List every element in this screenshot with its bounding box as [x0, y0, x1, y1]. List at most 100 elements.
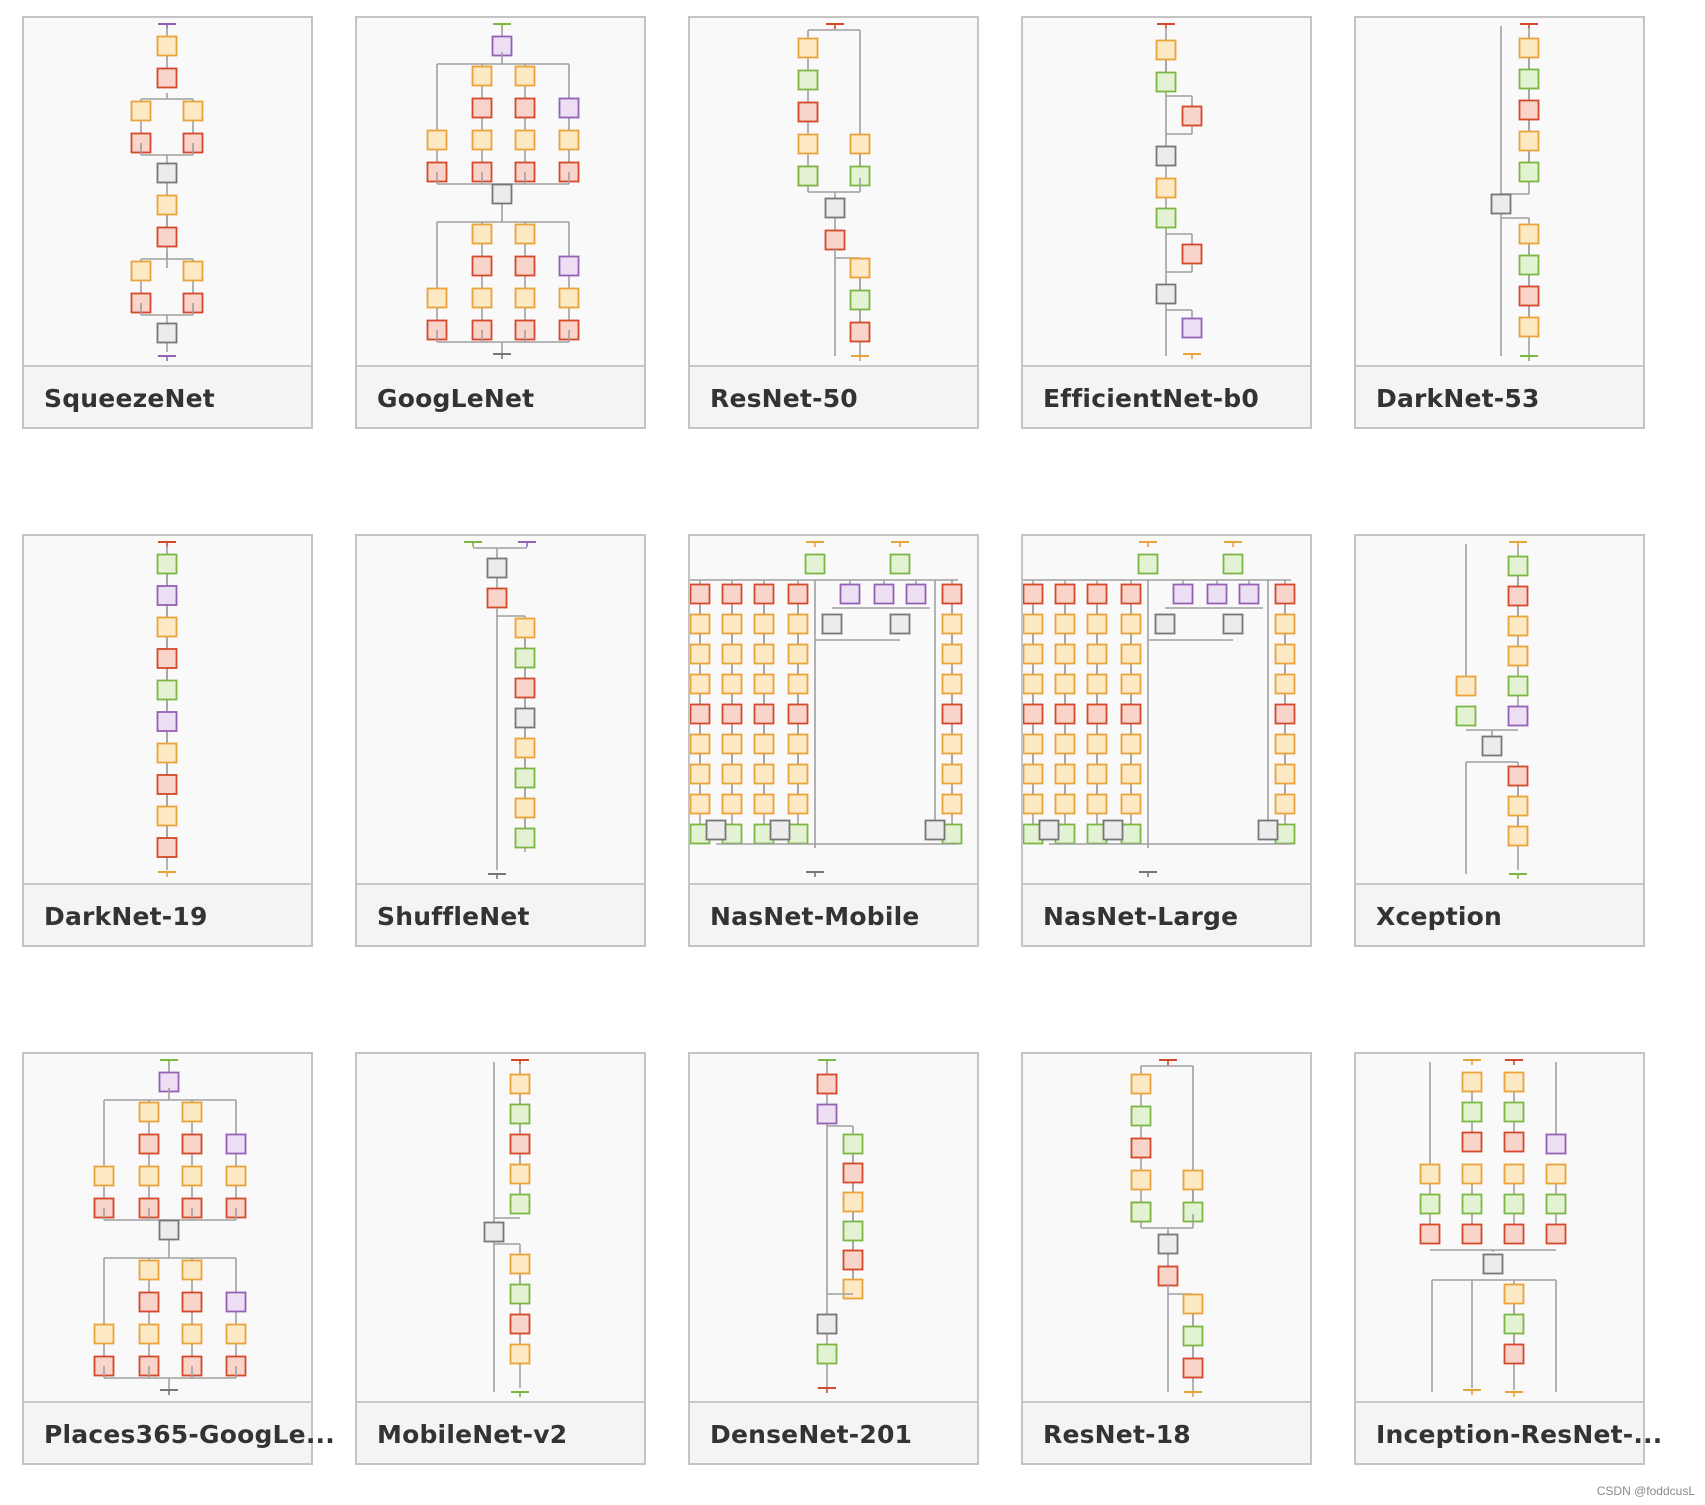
layer-node [156, 585, 178, 606]
model-card-densenet-201[interactable]: DenseNet-201 [688, 1052, 979, 1465]
layer-node [690, 703, 711, 725]
layer-node [1182, 1357, 1204, 1379]
card-caption: DenseNet-201 [690, 1403, 977, 1463]
layer-node [1503, 1193, 1525, 1215]
layer-node [816, 1343, 838, 1365]
layer-node [1155, 145, 1177, 167]
layer-node [873, 583, 895, 605]
layer-node [1102, 819, 1124, 841]
layer-node [1518, 37, 1540, 59]
layer-node [138, 1291, 160, 1313]
layer-node [1518, 99, 1540, 121]
watermark: CSDN @foddcusL [1596, 1484, 1695, 1498]
layer-node [753, 613, 775, 635]
layer-node [797, 165, 819, 187]
network-diagram [357, 536, 644, 885]
model-card-darknet-19[interactable]: DarkNet-19 [22, 534, 313, 947]
layer-node [1461, 1193, 1483, 1215]
layer-node [941, 733, 963, 755]
model-card-googlenet[interactable]: GoogLeNet [355, 16, 646, 429]
model-name: NasNet-Mobile [710, 902, 920, 931]
layer-node [1503, 1163, 1525, 1185]
layer-node [1155, 177, 1177, 199]
layer-node [1507, 705, 1529, 727]
layer-node [156, 162, 178, 184]
layer-node [1222, 613, 1244, 635]
layer-node [156, 805, 178, 827]
layer-node [558, 97, 580, 119]
layer-node [1023, 673, 1044, 695]
layer-node [1023, 643, 1044, 665]
layer-node [483, 1221, 505, 1243]
layer-node [941, 703, 963, 725]
layer-node [509, 1343, 531, 1365]
layer-node [1461, 1163, 1483, 1185]
model-name: ShuffleNet [377, 902, 530, 931]
layer-node [1461, 1101, 1483, 1123]
layer-node [181, 1323, 203, 1345]
model-card-darknet-53[interactable]: DarkNet-53 [1354, 16, 1645, 429]
layer-node [1518, 161, 1540, 183]
layer-node [1545, 1133, 1567, 1155]
diagram-svg [464, 541, 536, 879]
layer-node [787, 703, 809, 725]
network-diagram [690, 536, 977, 885]
layer-node [130, 100, 152, 122]
model-card-squeezenet[interactable]: SqueezeNet [22, 16, 313, 429]
layer-node [1120, 733, 1142, 755]
layer-node [1038, 819, 1060, 841]
model-card-inception-resnet[interactable]: Inception-ResNet-... [1354, 1052, 1662, 1465]
model-card-resnet-18[interactable]: ResNet-18 [1021, 1052, 1312, 1465]
diagram-svg [93, 1059, 247, 1395]
model-card-resnet-50[interactable]: ResNet-50 [688, 16, 979, 429]
layer-node [721, 793, 743, 815]
layer-node [509, 1163, 531, 1185]
card-caption: ShuffleNet [357, 885, 644, 945]
layer-node [1023, 793, 1044, 815]
layer-node [721, 703, 743, 725]
layer-node [849, 257, 871, 279]
layer-node [787, 643, 809, 665]
layer-node [130, 260, 152, 282]
layer-node [1274, 733, 1296, 755]
model-name: DenseNet-201 [710, 1420, 913, 1449]
diagram-svg [1490, 23, 1540, 361]
layer-node [514, 255, 536, 277]
card-caption: Places365-GoogLe... [24, 1403, 335, 1463]
layer-node [1507, 765, 1529, 787]
model-card-shufflenet[interactable]: ShuffleNet [355, 534, 646, 947]
layer-node [1130, 1137, 1152, 1159]
layer-node [924, 819, 946, 841]
model-name: NasNet-Large [1043, 902, 1239, 931]
model-card-places365-googlenet[interactable]: Places365-GoogLe... [22, 1052, 335, 1465]
layer-node [181, 1165, 203, 1187]
network-diagram [1023, 536, 1310, 885]
layer-node [849, 289, 871, 311]
layer-node [842, 1220, 864, 1242]
model-card-efficientnet-b0[interactable]: EfficientNet-b0 [1021, 16, 1312, 429]
layer-node [1507, 615, 1529, 637]
model-name: SqueezeNet [44, 384, 215, 413]
layer-node [1130, 1073, 1152, 1095]
layer-node [1054, 703, 1076, 725]
layer-node [941, 763, 963, 785]
layer-node [486, 557, 508, 579]
layer-node [1120, 823, 1142, 845]
layer-node [1086, 613, 1108, 635]
model-card-nasnet-mobile[interactable]: NasNet-Mobile [688, 534, 979, 947]
model-card-xception[interactable]: Xception [1354, 534, 1645, 947]
layer-node [941, 793, 963, 815]
layer-node [181, 1291, 203, 1313]
layer-node [842, 1249, 864, 1271]
layer-node [721, 613, 743, 635]
model-card-mobilenet-v2[interactable]: MobileNet-v2 [355, 1052, 646, 1465]
layer-node [514, 677, 536, 699]
layer-node [1503, 1283, 1525, 1305]
diagram-svg [1155, 23, 1203, 359]
layer-node [1481, 735, 1503, 757]
model-name: MobileNet-v2 [377, 1420, 568, 1449]
layer-node [824, 229, 846, 251]
layer-node [225, 1133, 247, 1155]
model-card-nasnet-large[interactable]: NasNet-Large [1021, 534, 1312, 947]
diagram-svg [1023, 541, 1296, 877]
